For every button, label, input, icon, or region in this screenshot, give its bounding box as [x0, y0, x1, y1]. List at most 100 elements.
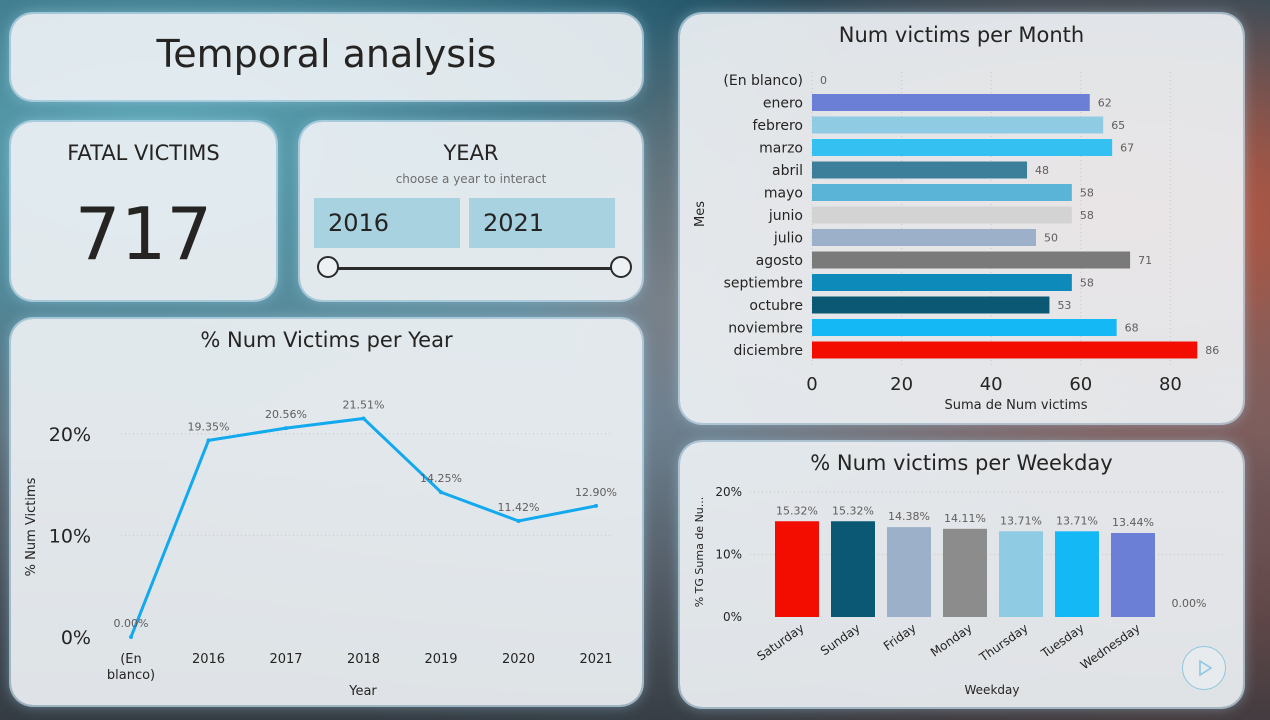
weekday-bar: [831, 521, 875, 617]
month-ytick: marzo: [759, 141, 803, 157]
month-chart-title: Num victims per Month: [838, 23, 1085, 47]
year-line-chart-card: % Num Victims per Year % Num Victims Yea…: [11, 319, 642, 705]
kpi-label: FATAL VICTIMS: [67, 141, 220, 165]
month-ytick: noviembre: [728, 321, 803, 337]
month-bar: [812, 116, 1104, 134]
month-bar: [812, 94, 1090, 111]
weekday-ytick: 0%: [723, 610, 742, 624]
year-slicer-hint: choose a year to interact: [395, 172, 547, 186]
month-ytick: julio: [773, 231, 803, 247]
year-slider-track[interactable]: [329, 267, 621, 270]
month-ytick: (En blanco): [723, 73, 803, 89]
year-slider-start-handle[interactable]: [317, 256, 339, 278]
year-slider-end-handle[interactable]: [610, 256, 632, 278]
month-data-label: 0: [820, 74, 827, 87]
line-ytick: 0%: [61, 627, 91, 649]
play-button[interactable]: [1182, 646, 1226, 690]
line-xtick: 2021: [579, 652, 612, 667]
year-slicer-label: YEAR: [443, 141, 499, 165]
month-ytick: septiembre: [724, 276, 803, 292]
weekday-bar: [1111, 533, 1155, 617]
line-chart-xlabel: Year: [348, 684, 377, 699]
line-data-label: 12.90%: [575, 486, 617, 499]
line-chart[interactable]: % Num Victims Year 0% 10% 20% 0.00% (Enblanc…: [11, 319, 642, 705]
month-data-label: 67: [1120, 142, 1134, 155]
month-bar: [812, 319, 1117, 336]
line-chart-title: % Num Victims per Year: [200, 328, 453, 352]
weekday-data-label: 15.32%: [832, 504, 874, 517]
month-data-label: 50: [1044, 232, 1058, 245]
line-series: [129, 416, 597, 638]
line-data-label: 0.00%: [114, 617, 149, 630]
line-point: [206, 438, 211, 443]
line-point: [284, 426, 288, 431]
weekday-data-label: 13.71%: [1056, 514, 1098, 527]
month-bar: [812, 206, 1072, 224]
play-icon: [1199, 659, 1213, 677]
month-bar: [812, 139, 1113, 156]
month-xtick: 20: [890, 374, 913, 395]
weekday-bar: [775, 521, 819, 617]
kpi-card: FATAL VICTIMS 717: [11, 122, 276, 300]
month-bar: [812, 184, 1072, 201]
month-data-label: 58: [1080, 209, 1094, 222]
line-ytick: 20%: [49, 424, 91, 446]
weekday-bar: [887, 527, 931, 617]
weekday-xtick: Saturday: [754, 621, 806, 663]
month-data-label: 65: [1111, 119, 1125, 132]
month-data-label: 53: [1057, 299, 1071, 312]
month-ytick: junio: [768, 208, 803, 224]
weekday-bar: [943, 528, 987, 617]
month-xtick: 40: [980, 374, 1003, 395]
month-bar-chart-card: Num victims per Month Mes Suma de Num vi…: [680, 14, 1243, 423]
month-bar: [812, 229, 1036, 246]
weekday-data-label: 14.38%: [888, 510, 930, 523]
month-data-label: 62: [1098, 97, 1112, 110]
line-xtick: 2020: [502, 652, 535, 667]
line-xtick: (En: [120, 652, 142, 667]
month-data-label: 86: [1205, 344, 1219, 357]
line-ytick: 10%: [49, 525, 91, 547]
weekday-data-label: 13.71%: [1000, 514, 1042, 527]
month-bar-chart[interactable]: Mes Suma de Num victims 0 20 40 60 80 (En bla…: [680, 14, 1243, 423]
line-point: [594, 503, 598, 508]
line-xtick: 2018: [347, 652, 380, 667]
month-xtick: 80: [1159, 374, 1182, 395]
month-ytick: enero: [763, 96, 803, 112]
weekday-xtick: Monday: [928, 621, 975, 660]
title-card: Temporal analysis: [11, 14, 642, 100]
month-data-label: 68: [1125, 322, 1139, 335]
line-xtick: blanco): [107, 668, 155, 683]
weekday-data-label: 14.11%: [944, 512, 986, 525]
weekday-xtick: Tuesday: [1038, 621, 1087, 661]
page-title: Temporal analysis: [156, 32, 497, 76]
weekday-bar-chart[interactable]: % TG Suma de Nu... Weekday 0% 10% 20% 15.32…: [680, 442, 1243, 707]
line-data-label: 19.35%: [188, 420, 230, 433]
month-ytick: abril: [772, 163, 803, 179]
month-bar: [812, 341, 1198, 359]
year-end-input[interactable]: 2021: [469, 198, 615, 248]
year-start-input[interactable]: 2016: [314, 198, 460, 248]
month-ytick: octubre: [749, 298, 803, 314]
weekday-data-label: 13.44%: [1112, 516, 1154, 529]
weekday-xtick: Wednesday: [1078, 621, 1143, 672]
line-point: [129, 635, 133, 639]
line-point: [439, 490, 443, 495]
month-ytick: febrero: [752, 118, 803, 134]
line-data-label: 21.51%: [343, 398, 385, 411]
month-ytick: mayo: [764, 186, 803, 202]
month-ytick: diciembre: [733, 343, 803, 359]
month-bar: [812, 296, 1050, 314]
month-bar: [812, 251, 1131, 269]
weekday-chart-ylabel: % TG Suma de Nu...: [693, 497, 706, 608]
month-data-label: 71: [1138, 254, 1152, 267]
month-ytick: agosto: [756, 253, 803, 269]
weekday-xtick: Friday: [881, 621, 919, 653]
line-xtick: 2017: [269, 652, 302, 667]
line-data-label: 20.56%: [265, 408, 307, 421]
weekday-ytick: 20%: [715, 485, 742, 499]
month-bar: [812, 161, 1028, 179]
month-chart-xlabel: Suma de Num victims: [945, 398, 1088, 413]
weekday-data-label: 15.32%: [776, 504, 818, 517]
weekday-chart-xlabel: Weekday: [965, 683, 1020, 697]
